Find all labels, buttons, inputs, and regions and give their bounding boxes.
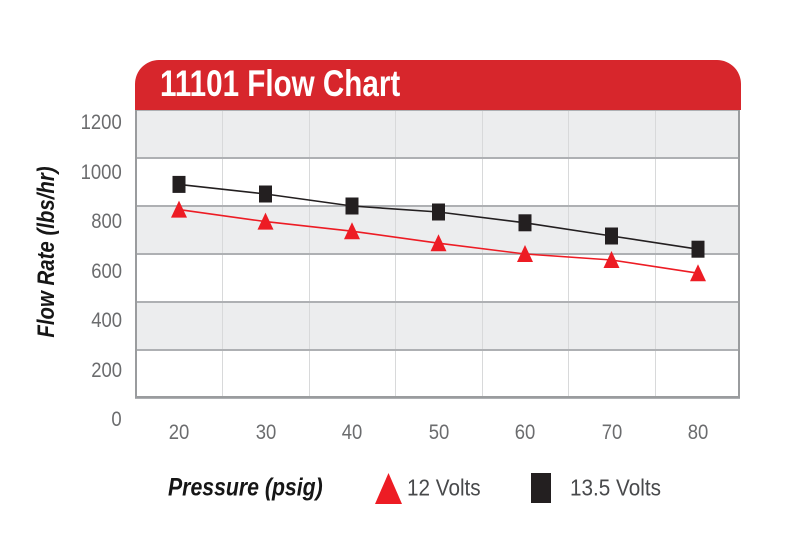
data-point-square	[691, 240, 705, 258]
y-tick-label: 1200	[80, 111, 122, 134]
data-point-square	[518, 214, 532, 232]
data-point-square	[172, 175, 186, 193]
plot-right-border	[738, 110, 740, 398]
data-point-triangle	[171, 200, 187, 218]
horizontal-gridline	[135, 109, 740, 111]
y-tick-label: 800	[91, 210, 122, 233]
y-tick-label: 1000	[80, 160, 122, 184]
x-tick-label: 70	[601, 421, 622, 444]
chart-title: 11101 Flow Chart	[160, 63, 401, 105]
data-point-square	[259, 185, 272, 203]
chart-title-banner: 11101 Flow Chart	[135, 60, 741, 110]
plot-band	[135, 158, 740, 206]
legend-13-5v-label: 13.5 Volts	[570, 474, 661, 501]
horizontal-gridline	[135, 397, 740, 399]
x-tick-label: 30	[255, 421, 276, 444]
data-point-square	[432, 203, 445, 221]
data-point-square	[605, 227, 618, 245]
x-tick-label: 40	[341, 421, 363, 444]
legend-12v-triangle-icon	[375, 473, 402, 504]
y-axis-title: Flow Rate (lbs/hr)	[33, 166, 60, 338]
data-point-triangle	[690, 264, 706, 282]
horizontal-gridline	[135, 301, 740, 303]
y-tick-label: 400	[91, 309, 122, 332]
x-axis-title: Pressure (psig)	[168, 473, 323, 502]
plot-band	[135, 254, 740, 302]
data-point-triangle	[517, 245, 533, 262]
y-tick-label: 200	[91, 358, 122, 382]
horizontal-gridline	[135, 349, 740, 351]
y-tick-label: 600	[91, 259, 122, 283]
horizontal-gridline	[135, 253, 740, 255]
data-series-layer	[171, 175, 706, 282]
data-point-triangle	[344, 222, 360, 240]
data-point-square	[345, 197, 359, 215]
x-axis-line	[135, 396, 740, 398]
legend-13-5v-square-icon	[531, 473, 551, 503]
legend-12v-label: 12 Volts	[407, 474, 481, 501]
plot-area	[135, 109, 740, 399]
plot-band	[135, 110, 740, 158]
horizontal-gridline	[135, 157, 740, 159]
x-tick-label: 80	[687, 421, 709, 444]
data-point-triangle	[257, 212, 274, 230]
data-point-triangle	[430, 234, 447, 252]
x-tick-label: 20	[168, 421, 190, 444]
y-axis-line	[135, 110, 137, 398]
data-point-triangle	[603, 251, 620, 268]
plot-band	[135, 302, 740, 350]
x-tick-label: 50	[428, 421, 449, 444]
x-tick-label: 60	[514, 421, 536, 444]
plot-band	[135, 350, 740, 398]
y-tick-label: 0	[111, 408, 122, 431]
